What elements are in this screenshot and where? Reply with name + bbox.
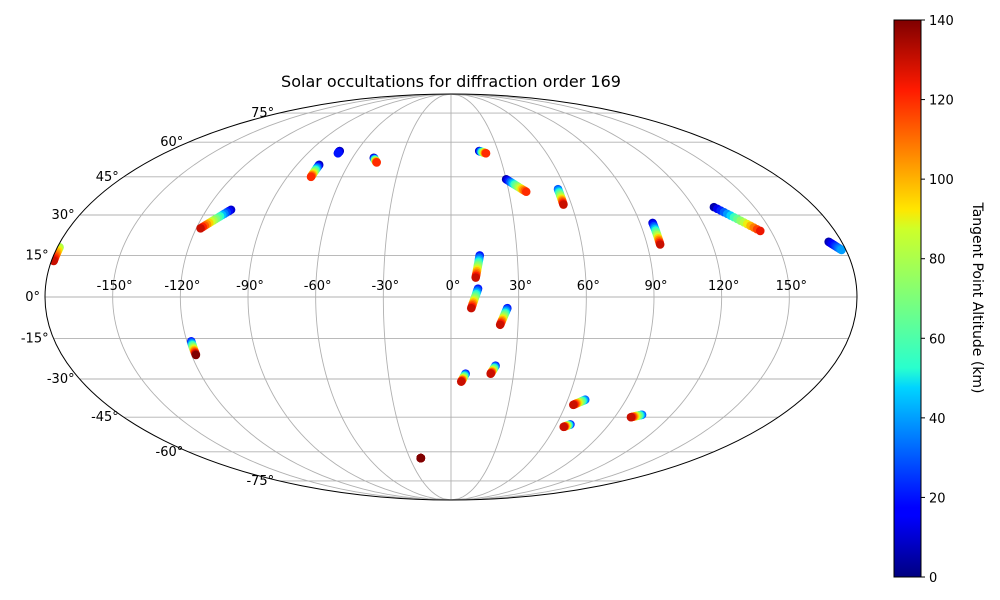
latitude-tick-label: -75° (246, 474, 274, 489)
occultation-point (333, 148, 343, 158)
latitude-tick-label: 0° (25, 290, 40, 305)
longitude-tick-label: 0° (446, 279, 461, 294)
occultation-point (481, 148, 491, 158)
latitude-tick-label: 15° (26, 248, 49, 263)
data-points (49, 146, 846, 463)
colorbar-tick-label: 140 (929, 14, 954, 29)
longitude-tick-label: 90° (644, 279, 667, 294)
occultation-point (191, 350, 201, 360)
colorbar-tick-label: 80 (929, 253, 946, 268)
occultation-point (466, 303, 476, 313)
latitude-tick-label: 75° (251, 106, 274, 121)
occultation-point (196, 223, 205, 233)
occultation-point (837, 245, 846, 255)
longitude-tick-label: -60° (304, 279, 332, 294)
occultation-point (456, 377, 466, 386)
colorbar-tick-label: 0 (929, 571, 937, 586)
latitude-tick-label: 30° (52, 208, 75, 223)
graticule (45, 94, 857, 500)
longitude-tick-label: 120° (708, 279, 739, 294)
occultation-point (569, 400, 578, 410)
latitude-tick-label: 60° (160, 135, 183, 150)
latitude-tick-label: -60° (156, 445, 184, 460)
chart-title: Solar occultations for diffraction order… (281, 72, 621, 91)
occultation-point (495, 320, 505, 330)
longitude-tick-label: -120° (164, 279, 200, 294)
occultation-point (559, 422, 569, 432)
latitude-tick-label: 45° (96, 170, 119, 185)
longitude-tick-label: 150° (776, 279, 807, 294)
occultation-point (521, 187, 531, 197)
colorbar-label: Tangent Point Altitude (km) (969, 201, 985, 393)
occultation-point (655, 240, 665, 249)
colorbar-tick-label: 120 (929, 94, 954, 109)
colorbar-ticks: 0 20 40 60 80 100 120 140 (921, 14, 954, 586)
occultation-point (372, 158, 381, 167)
occultation-point (559, 200, 568, 209)
longitude-tick-labels: -150° -120° -90° -60° -30° 0° 30° 60° 90° 120° 150… (97, 279, 807, 294)
latitude-tick-label: -45° (91, 410, 119, 425)
occultation-point (306, 172, 316, 182)
colorbar-tick-label: 60 (929, 332, 946, 347)
colorbar (893, 19, 922, 578)
longitude-tick-label: -90° (236, 279, 264, 294)
colorbar-tick-label: 20 (929, 491, 946, 506)
colorbar-tick-label: 40 (929, 412, 946, 427)
map-boundary (44, 93, 858, 501)
occultation-point (486, 369, 495, 379)
occultation-point (471, 273, 481, 282)
longitude-tick-label: -30° (371, 279, 399, 294)
longitude-tick-label: 30° (509, 279, 532, 294)
latitude-tick-labels: 75° 60° 45° 30° 15° 0° -15° -30° -45° -60° -75° (21, 106, 274, 489)
colorbar-tick-label: 100 (929, 173, 954, 188)
longitude-tick-label: -150° (97, 279, 133, 294)
latitude-tick-label: -30° (47, 372, 75, 387)
occultation-point (416, 453, 426, 463)
occultation-point (755, 226, 765, 236)
longitude-tick-label: 60° (577, 279, 600, 294)
occultation-point (626, 412, 636, 422)
latitude-tick-label: -15° (21, 332, 49, 347)
